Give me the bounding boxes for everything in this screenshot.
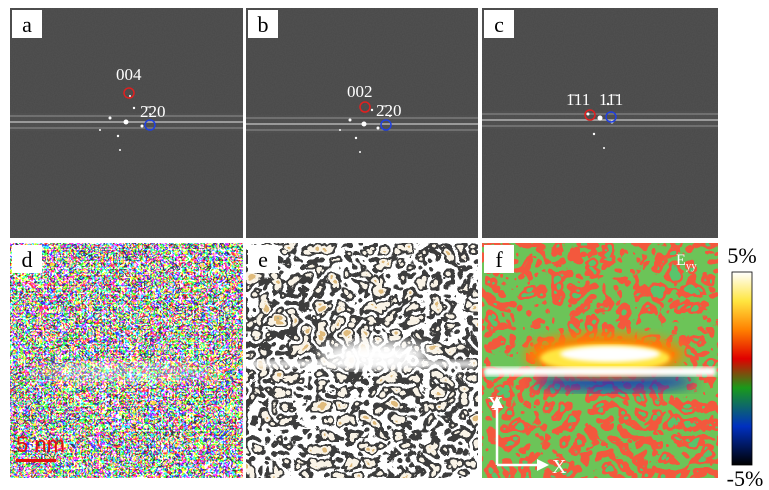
strain-symbol: Eyy [676,252,697,272]
axis-x-label: X [552,456,567,478]
panel-e: e [246,243,478,478]
panel-label: d [22,247,33,272]
panel-label: a [22,12,32,37]
panel-label: f [495,247,503,272]
annotation: 2̄20 [376,101,402,120]
panel-b: b 002 2̄20 [245,8,479,238]
panel-c: c 1̄11 11̄1 [481,8,719,238]
strain-letter: E [676,252,686,269]
panel-f: f Eyy Y X [482,243,718,478]
axis-y-label: Y [488,393,502,415]
panel-label: e [258,247,268,272]
annotation: 2̄20 [140,102,166,121]
panel-a: a 004 2̄20 [9,8,244,238]
panel-d: d 5 nm [10,243,243,478]
strain-subscript: yy [686,260,698,272]
scale-bar-label: 5 nm [16,432,65,457]
annotation: 002 [347,82,373,101]
annotation: 1̄11 [566,90,590,109]
panel-label: c [494,12,504,37]
colorbar-max: 5% [727,243,756,268]
colorbar-min: -5% [727,466,764,490]
colorbar: 5% -5% [727,243,764,490]
annotation: 11̄1 [599,90,623,109]
panel-label: b [258,12,269,37]
annotation: 004 [116,65,142,84]
